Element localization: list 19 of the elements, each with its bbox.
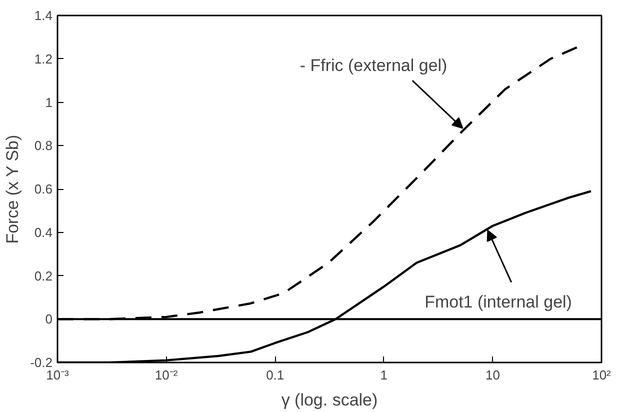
x-tick-label: 10 (485, 368, 500, 382)
y-tick-label: -0.2 (30, 355, 53, 370)
x-tick-label: 0.1 (266, 368, 284, 382)
x-tick-label: 10⁻² (154, 368, 178, 382)
y-tick-label: 0.8 (34, 138, 53, 154)
x-tick-label: 10² (592, 368, 612, 382)
x-tick-label: 10⁻³ (46, 368, 70, 382)
y-tick-label: 0.6 (34, 182, 53, 196)
y-tick-label: 1.4 (34, 8, 53, 23)
annotation: Fmot1 (internal gel) (424, 292, 572, 312)
y-tick-label: 1.2 (34, 51, 53, 66)
annotation: - Ffric (external gel) (300, 56, 448, 75)
y-axis-title: Force (x Y Sb) (3, 134, 22, 244)
y-tick-label: 0.2 (34, 268, 53, 284)
y-tick-label: 0.4 (34, 224, 53, 240)
x-axis-title: γ (log. scale) (281, 390, 378, 410)
y-tick-label: 0 (45, 312, 53, 327)
y-tick-label: 1 (45, 94, 53, 110)
x-tick-label: 1 (380, 368, 388, 382)
